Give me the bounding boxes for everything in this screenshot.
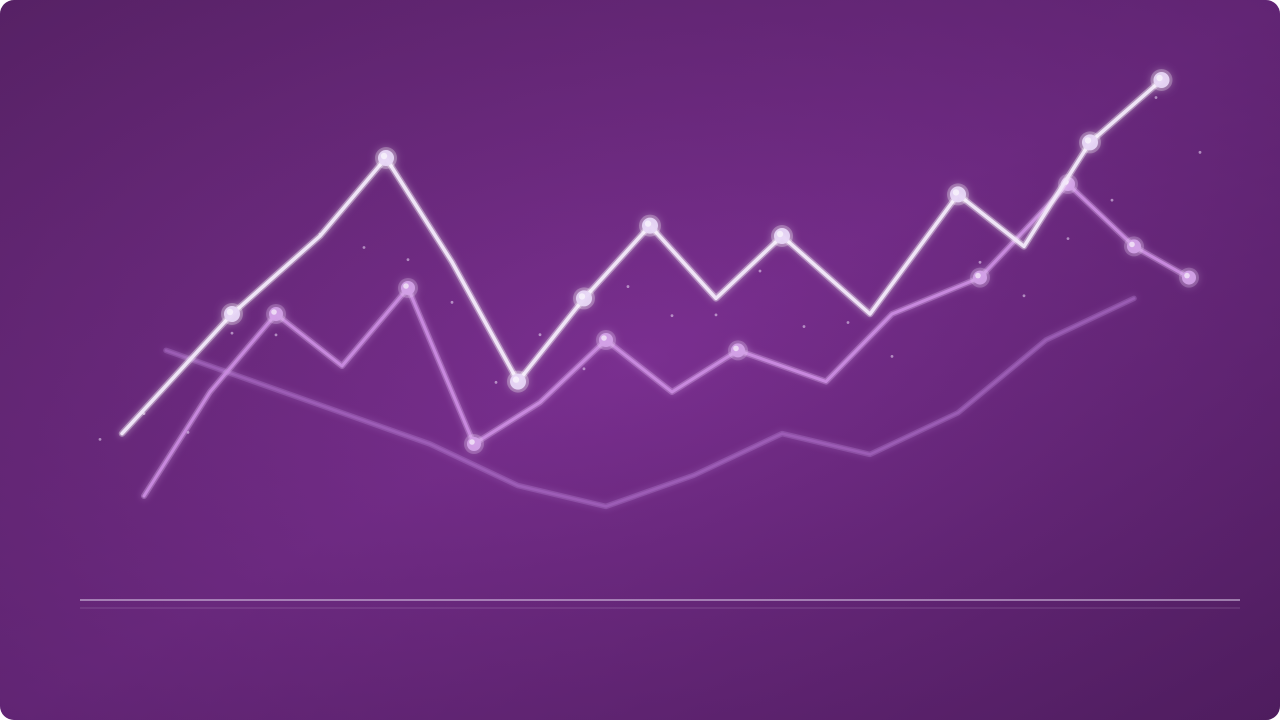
chart-stage (0, 0, 1280, 720)
line-chart (0, 0, 1280, 720)
